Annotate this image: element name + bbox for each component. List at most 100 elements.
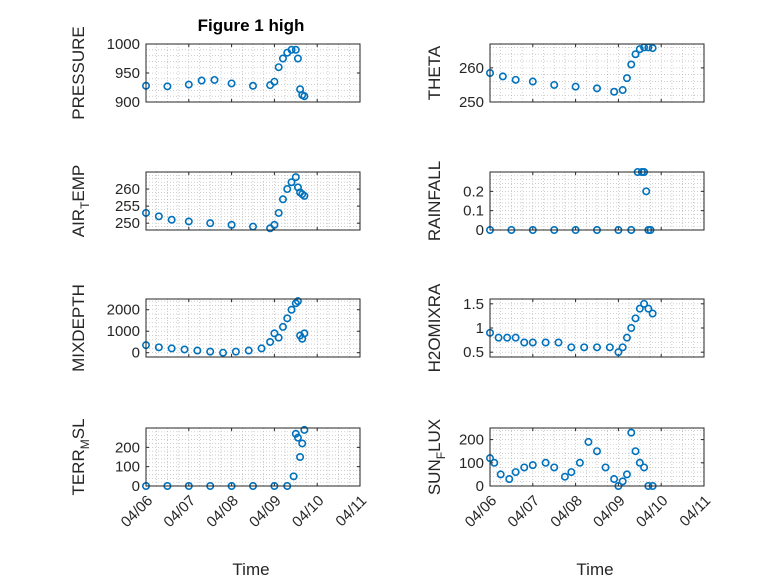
data-point	[270, 220, 279, 229]
data-point	[287, 178, 296, 187]
data-point	[640, 463, 649, 472]
data-point	[249, 81, 258, 90]
y-tick-label: 0	[132, 345, 140, 362]
axes-box	[489, 298, 705, 358]
data-point	[287, 305, 296, 314]
data-point	[505, 475, 514, 484]
data-point	[180, 345, 189, 354]
data-point	[644, 304, 653, 313]
x-tick-label: 04/10	[289, 492, 328, 531]
data-point	[520, 463, 529, 472]
y-tick-label: 1.5	[463, 296, 484, 313]
data-point	[278, 195, 287, 204]
y-tick-label: 255	[115, 198, 140, 215]
data-point	[274, 208, 283, 217]
data-point	[154, 343, 163, 352]
y-tick-label: 200	[115, 439, 140, 456]
y-tick-label: 200	[459, 432, 484, 449]
y-tick-label: 1	[476, 320, 484, 337]
data-point	[283, 185, 292, 194]
subplot-5: 0 1000 2000 MIXDEPTH	[69, 284, 361, 372]
data-point	[648, 309, 657, 318]
x-tick-label: 04/11	[332, 492, 370, 530]
data-point	[618, 477, 627, 486]
data-point	[640, 299, 649, 308]
y-tick-label: 950	[115, 65, 140, 82]
axes-box	[145, 43, 361, 103]
data-point	[278, 54, 287, 63]
data-point	[511, 333, 520, 342]
data-point	[270, 77, 279, 86]
data-point	[206, 347, 215, 356]
data-point	[154, 212, 163, 221]
data-point	[167, 344, 176, 353]
y-tick-label: 0.5	[463, 344, 484, 361]
data-point	[283, 314, 292, 323]
data-point	[627, 323, 636, 332]
y-axis-label: TERRMSL	[69, 418, 92, 495]
data-point	[520, 338, 529, 347]
data-point	[231, 347, 240, 356]
data-point	[300, 92, 309, 101]
data-point	[528, 461, 537, 470]
subplot-1: 900 950 1000 PRESSURE	[69, 26, 361, 120]
data-point	[635, 304, 644, 313]
y-tick-label: 0.2	[463, 183, 484, 200]
y-tick-label: 1000	[107, 323, 140, 340]
y-axis-label: THETA	[425, 45, 444, 100]
data-point	[601, 463, 610, 472]
axes-background	[146, 428, 360, 486]
data-point	[293, 297, 302, 306]
y-axis-label: SUNFLUX	[425, 419, 448, 495]
data-point	[270, 329, 279, 338]
subplot-2: 250 260 THETA	[425, 43, 705, 111]
y-tick-label: 0.1	[463, 203, 484, 220]
data-point	[541, 458, 550, 467]
axes-background	[490, 299, 704, 357]
y-tick-label: 0	[476, 222, 484, 239]
y-tick-label: 0	[476, 478, 484, 495]
data-point	[592, 84, 601, 93]
data-point	[206, 219, 215, 228]
data-point	[210, 75, 219, 84]
x-axis-label-right: Time	[576, 560, 613, 579]
data-point	[274, 63, 283, 72]
data-point	[511, 468, 520, 477]
data-point	[227, 220, 236, 229]
data-point	[257, 344, 266, 353]
data-point	[528, 77, 537, 86]
axes-background	[146, 44, 360, 102]
subplot-4: 0 0.1 0.2 RAINFALL	[425, 161, 705, 241]
subplot-8: 0 100 200 04/06 04/07 04/08 04/09 04/10 04/11 SUN…	[425, 419, 714, 531]
x-tick-label: 04/11	[676, 492, 714, 530]
data-point	[622, 333, 631, 342]
x-tick-label: 04/08	[203, 492, 242, 531]
data-point	[575, 458, 584, 467]
data-point	[498, 72, 507, 81]
data-point	[635, 458, 644, 467]
x-tick-label: 04/07	[504, 492, 543, 531]
y-axis-label: AIRTEMP	[69, 165, 92, 238]
data-point	[614, 348, 623, 357]
axes-background	[146, 299, 360, 357]
data-point	[541, 338, 550, 347]
data-point	[274, 333, 283, 342]
data-point	[184, 80, 193, 89]
y-tick-label: 0	[132, 478, 140, 495]
data-point	[550, 80, 559, 89]
y-tick-label: 260	[459, 60, 484, 77]
axes-box	[145, 298, 361, 358]
data-point	[567, 468, 576, 477]
x-tick-label: 04/10	[633, 492, 672, 531]
data-point	[300, 191, 309, 200]
x-tick-label: 04/08	[547, 492, 586, 531]
data-point	[627, 428, 636, 437]
data-point	[580, 343, 589, 352]
data-point	[635, 45, 644, 54]
axes-box	[145, 427, 361, 487]
x-tick-label: 04/06	[118, 492, 157, 531]
data-point	[278, 322, 287, 331]
data-point	[648, 44, 657, 53]
